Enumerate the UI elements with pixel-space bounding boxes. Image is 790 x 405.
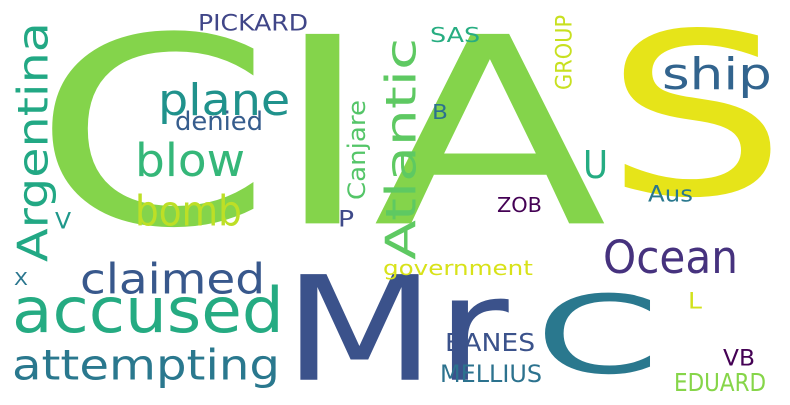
word-x: X xyxy=(14,268,28,290)
word-government: government xyxy=(383,256,533,280)
word-ocean: Ocean xyxy=(603,230,738,284)
word-l: L xyxy=(688,288,702,314)
word-mellius: MELLIUS xyxy=(440,359,543,388)
word-c: C xyxy=(535,272,660,399)
word-u: U xyxy=(583,142,609,188)
word-eduard: EDUARD xyxy=(674,367,767,397)
word-attempting: attempting xyxy=(12,340,280,390)
word-sas: SAS xyxy=(430,23,481,47)
word-v: V xyxy=(55,208,72,234)
word-p: P xyxy=(338,206,355,232)
word-blow: blow xyxy=(135,133,246,187)
word-mr: Mr xyxy=(283,244,509,405)
word-s: S xyxy=(605,0,787,248)
word-pickard: PICKARD xyxy=(198,10,309,36)
word-zob: ZOB xyxy=(497,193,542,217)
word-argentina: Argentina xyxy=(8,22,58,262)
word-bomb: bomb xyxy=(135,186,242,236)
word-cia: CIA xyxy=(33,0,608,286)
word-accused: accused xyxy=(12,274,284,347)
word-vb: VB xyxy=(723,345,756,371)
word-aus: Aus xyxy=(648,181,693,207)
word-atlantic: Atlantic xyxy=(376,37,426,260)
word-claimed: claimed xyxy=(80,254,266,304)
word-ship: ship xyxy=(662,48,772,100)
word-banes: BANES xyxy=(445,327,536,357)
word-b: B xyxy=(432,100,448,124)
word-canjare: Canjare xyxy=(342,100,371,200)
word-plane: plane xyxy=(158,74,291,126)
word-denied: denied xyxy=(175,105,264,137)
word-group: GROUP xyxy=(551,14,577,90)
